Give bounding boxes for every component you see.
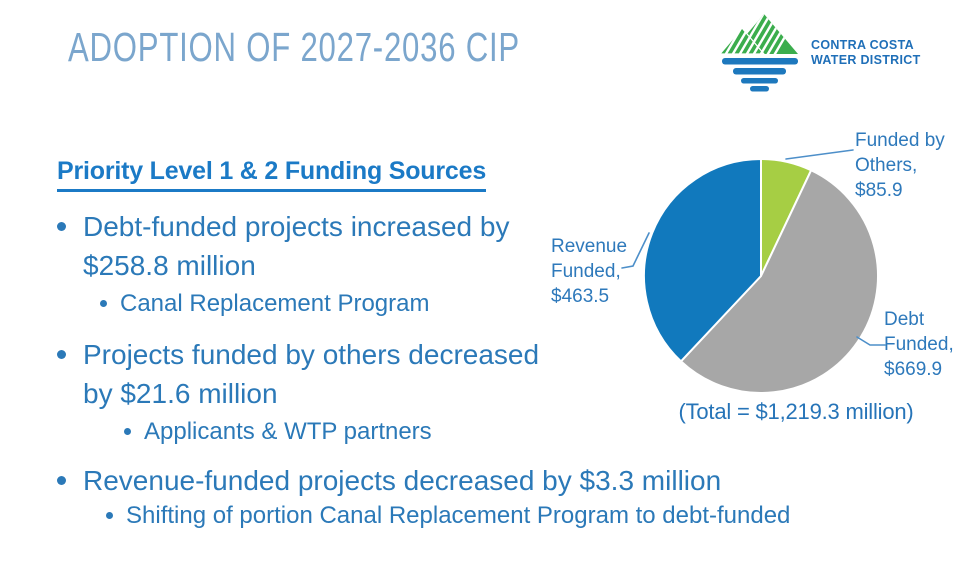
org-name-line1: CONTRA COSTA xyxy=(811,38,914,52)
pie-slice-revenue-funded xyxy=(642,158,762,363)
water-district-logo-icon xyxy=(720,14,798,92)
bullet-dot xyxy=(57,350,66,359)
org-logo: CONTRA COSTA WATER DISTRICT xyxy=(720,12,921,94)
bullet-dot xyxy=(57,222,66,231)
leader-line-revenue-funded xyxy=(621,232,650,269)
org-name-line2: WATER DISTRICT xyxy=(811,53,921,67)
bullet-text: Debt-funded projects increased by $258.8… xyxy=(83,211,510,281)
mountain-icon xyxy=(720,14,798,55)
bullet-dot xyxy=(106,512,113,519)
bullet-dot xyxy=(57,476,66,485)
funding-pie-chart xyxy=(580,140,960,440)
sub-bullet-text: Applicants & WTP partners xyxy=(144,418,432,445)
org-name: CONTRA COSTA WATER DISTRICT xyxy=(811,38,921,94)
water-bars-icon xyxy=(722,58,798,92)
bullet-item-debt-funded: Debt-funded projects increased by $258.8… xyxy=(57,207,509,285)
leader-line-funded-by-others xyxy=(785,149,854,160)
sub-bullet-applicants: Applicants & WTP partners xyxy=(124,416,432,447)
section-heading: Priority Level 1 & 2 Funding Sources xyxy=(57,157,486,192)
pie-slice-debt-funded xyxy=(679,169,879,394)
bullet-dot xyxy=(100,300,107,307)
pie-chart-svg xyxy=(621,149,886,394)
pie-total-label: (Total = $1,219.3 million) xyxy=(678,399,914,424)
pie-label-debt-funded: Debt Funded, $669.9 xyxy=(884,309,954,380)
sub-bullet-canal-program: Canal Replacement Program xyxy=(100,288,429,319)
pie-label-revenue-funded: Revenue Funded, $463.5 xyxy=(551,236,628,307)
sub-bullet-text: Canal Replacement Program xyxy=(120,290,430,317)
bullet-text: Revenue-funded projects decreased by $3.… xyxy=(83,465,722,496)
sub-bullet-shifting: Shifting of portion Canal Replacement Pr… xyxy=(106,500,790,531)
bullet-text: Projects funded by others decreased by $… xyxy=(83,339,540,409)
pie-slices xyxy=(642,158,879,394)
bullet-dot xyxy=(124,428,131,435)
pie-label-funded-by-others: Funded by Others, $85.9 xyxy=(855,130,945,201)
leader-line-debt-funded xyxy=(856,336,886,346)
slide-title: ADOPTION OF 2027-2036 CIP xyxy=(68,24,520,70)
sub-bullet-text: Shifting of portion Canal Replacement Pr… xyxy=(126,502,791,529)
bullet-item-funded-by-others: Projects funded by others decreased by $… xyxy=(57,335,539,413)
bullet-item-revenue-funded: Revenue-funded projects decreased by $3.… xyxy=(57,461,721,500)
